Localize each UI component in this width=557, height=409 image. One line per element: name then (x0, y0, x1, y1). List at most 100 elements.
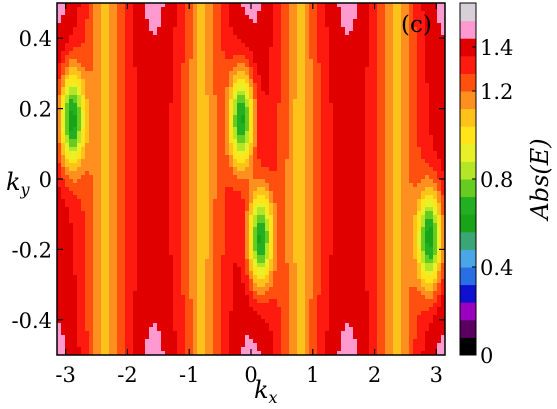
heatmap-cell (145, 283, 150, 288)
heatmap-cell (277, 27, 282, 32)
heatmap-cell (77, 59, 82, 64)
heatmap-cell (177, 271, 182, 276)
heatmap-cell (229, 331, 234, 336)
heatmap-cell (141, 275, 146, 280)
heatmap-cell (201, 71, 206, 76)
heatmap-cell (93, 135, 98, 140)
heatmap-cell (105, 147, 110, 152)
heatmap-cell (261, 139, 266, 144)
heatmap-cell (105, 319, 110, 324)
heatmap-cell (269, 279, 274, 284)
heatmap-cell (133, 243, 138, 248)
heatmap-cell (69, 171, 74, 176)
heatmap-cell (269, 347, 274, 352)
heatmap-cell (89, 311, 94, 316)
heatmap-cell (77, 83, 82, 88)
heatmap-cell (121, 151, 126, 156)
heatmap-cell (113, 211, 118, 216)
heatmap-cell (213, 67, 218, 72)
heatmap-cell (93, 75, 98, 80)
heatmap-cell (253, 223, 258, 228)
heatmap-cell (137, 43, 142, 48)
heatmap-cell (77, 351, 82, 355)
heatmap-cell (137, 147, 142, 152)
heatmap-cell (101, 195, 106, 200)
heatmap-cell (85, 295, 90, 300)
heatmap-cell (269, 63, 274, 68)
heatmap-cell (65, 55, 70, 60)
heatmap-cell (237, 263, 242, 268)
heatmap-cell (209, 251, 214, 256)
heatmap-cell (217, 7, 222, 12)
heatmap-cell (65, 151, 70, 156)
heatmap-cell (77, 31, 82, 36)
heatmap-cell (237, 335, 242, 340)
heatmap-cell (241, 155, 246, 160)
heatmap-cell (165, 87, 170, 92)
heatmap-cell (253, 339, 258, 344)
heatmap-cell (129, 183, 134, 188)
heatmap-cell (189, 327, 194, 332)
heatmap-cell (237, 195, 242, 200)
heatmap-cell (113, 231, 118, 236)
heatmap-cell (169, 71, 174, 76)
heatmap-cell (233, 59, 238, 64)
heatmap-cell (109, 339, 114, 344)
heatmap-cell (157, 11, 162, 16)
heatmap-cell (85, 271, 90, 276)
heatmap-cell (201, 343, 206, 348)
heatmap-cell (73, 215, 78, 220)
heatmap-cell (69, 51, 74, 56)
heatmap-cell (201, 123, 206, 128)
heatmap-cell (129, 111, 134, 116)
heatmap-cell (101, 287, 106, 292)
heatmap-cell (57, 31, 62, 36)
heatmap-cell (273, 163, 278, 168)
heatmap-cell (237, 303, 242, 308)
heatmap-cell (233, 91, 238, 96)
heatmap-cell (57, 59, 62, 64)
heatmap-cell (57, 115, 62, 120)
heatmap-cell (89, 35, 94, 40)
heatmap-cell (81, 131, 86, 136)
heatmap-cell (81, 43, 86, 48)
heatmap-cell (81, 71, 86, 76)
heatmap-cell (241, 227, 246, 232)
heatmap-cell (237, 27, 242, 32)
heatmap-cell (201, 335, 206, 340)
heatmap-cell (245, 347, 250, 352)
heatmap-cell (81, 23, 86, 28)
heatmap-cell (201, 91, 206, 96)
heatmap-cell (265, 223, 270, 228)
heatmap-cell (65, 347, 70, 352)
heatmap-cell (73, 127, 78, 132)
heatmap-cell (89, 323, 94, 328)
heatmap-cell (133, 67, 138, 72)
heatmap-cell (221, 27, 226, 32)
heatmap-cell (173, 303, 178, 308)
heatmap-cell (117, 7, 122, 12)
heatmap-cell (145, 11, 150, 16)
heatmap-cell (193, 315, 198, 320)
heatmap-cell (93, 155, 98, 160)
heatmap-cell (245, 183, 250, 188)
heatmap-cell (189, 167, 194, 172)
heatmap-cell (161, 323, 166, 328)
heatmap-cell (205, 259, 210, 264)
heatmap-cell (161, 195, 166, 200)
heatmap-cell (165, 7, 170, 12)
heatmap-cell (177, 223, 182, 228)
heatmap-cell (241, 19, 246, 24)
heatmap-cell (185, 247, 190, 252)
heatmap-cell (77, 15, 82, 20)
heatmap-cell (197, 7, 202, 12)
heatmap-cell (153, 263, 158, 268)
heatmap-cell (221, 55, 226, 60)
heatmap-cell (269, 107, 274, 112)
heatmap-cell (141, 271, 146, 276)
heatmap-cell (121, 179, 126, 184)
heatmap-cell (61, 43, 66, 48)
heatmap-cell (93, 7, 98, 12)
heatmap-cell (277, 259, 282, 264)
heatmap-cell (197, 243, 202, 248)
